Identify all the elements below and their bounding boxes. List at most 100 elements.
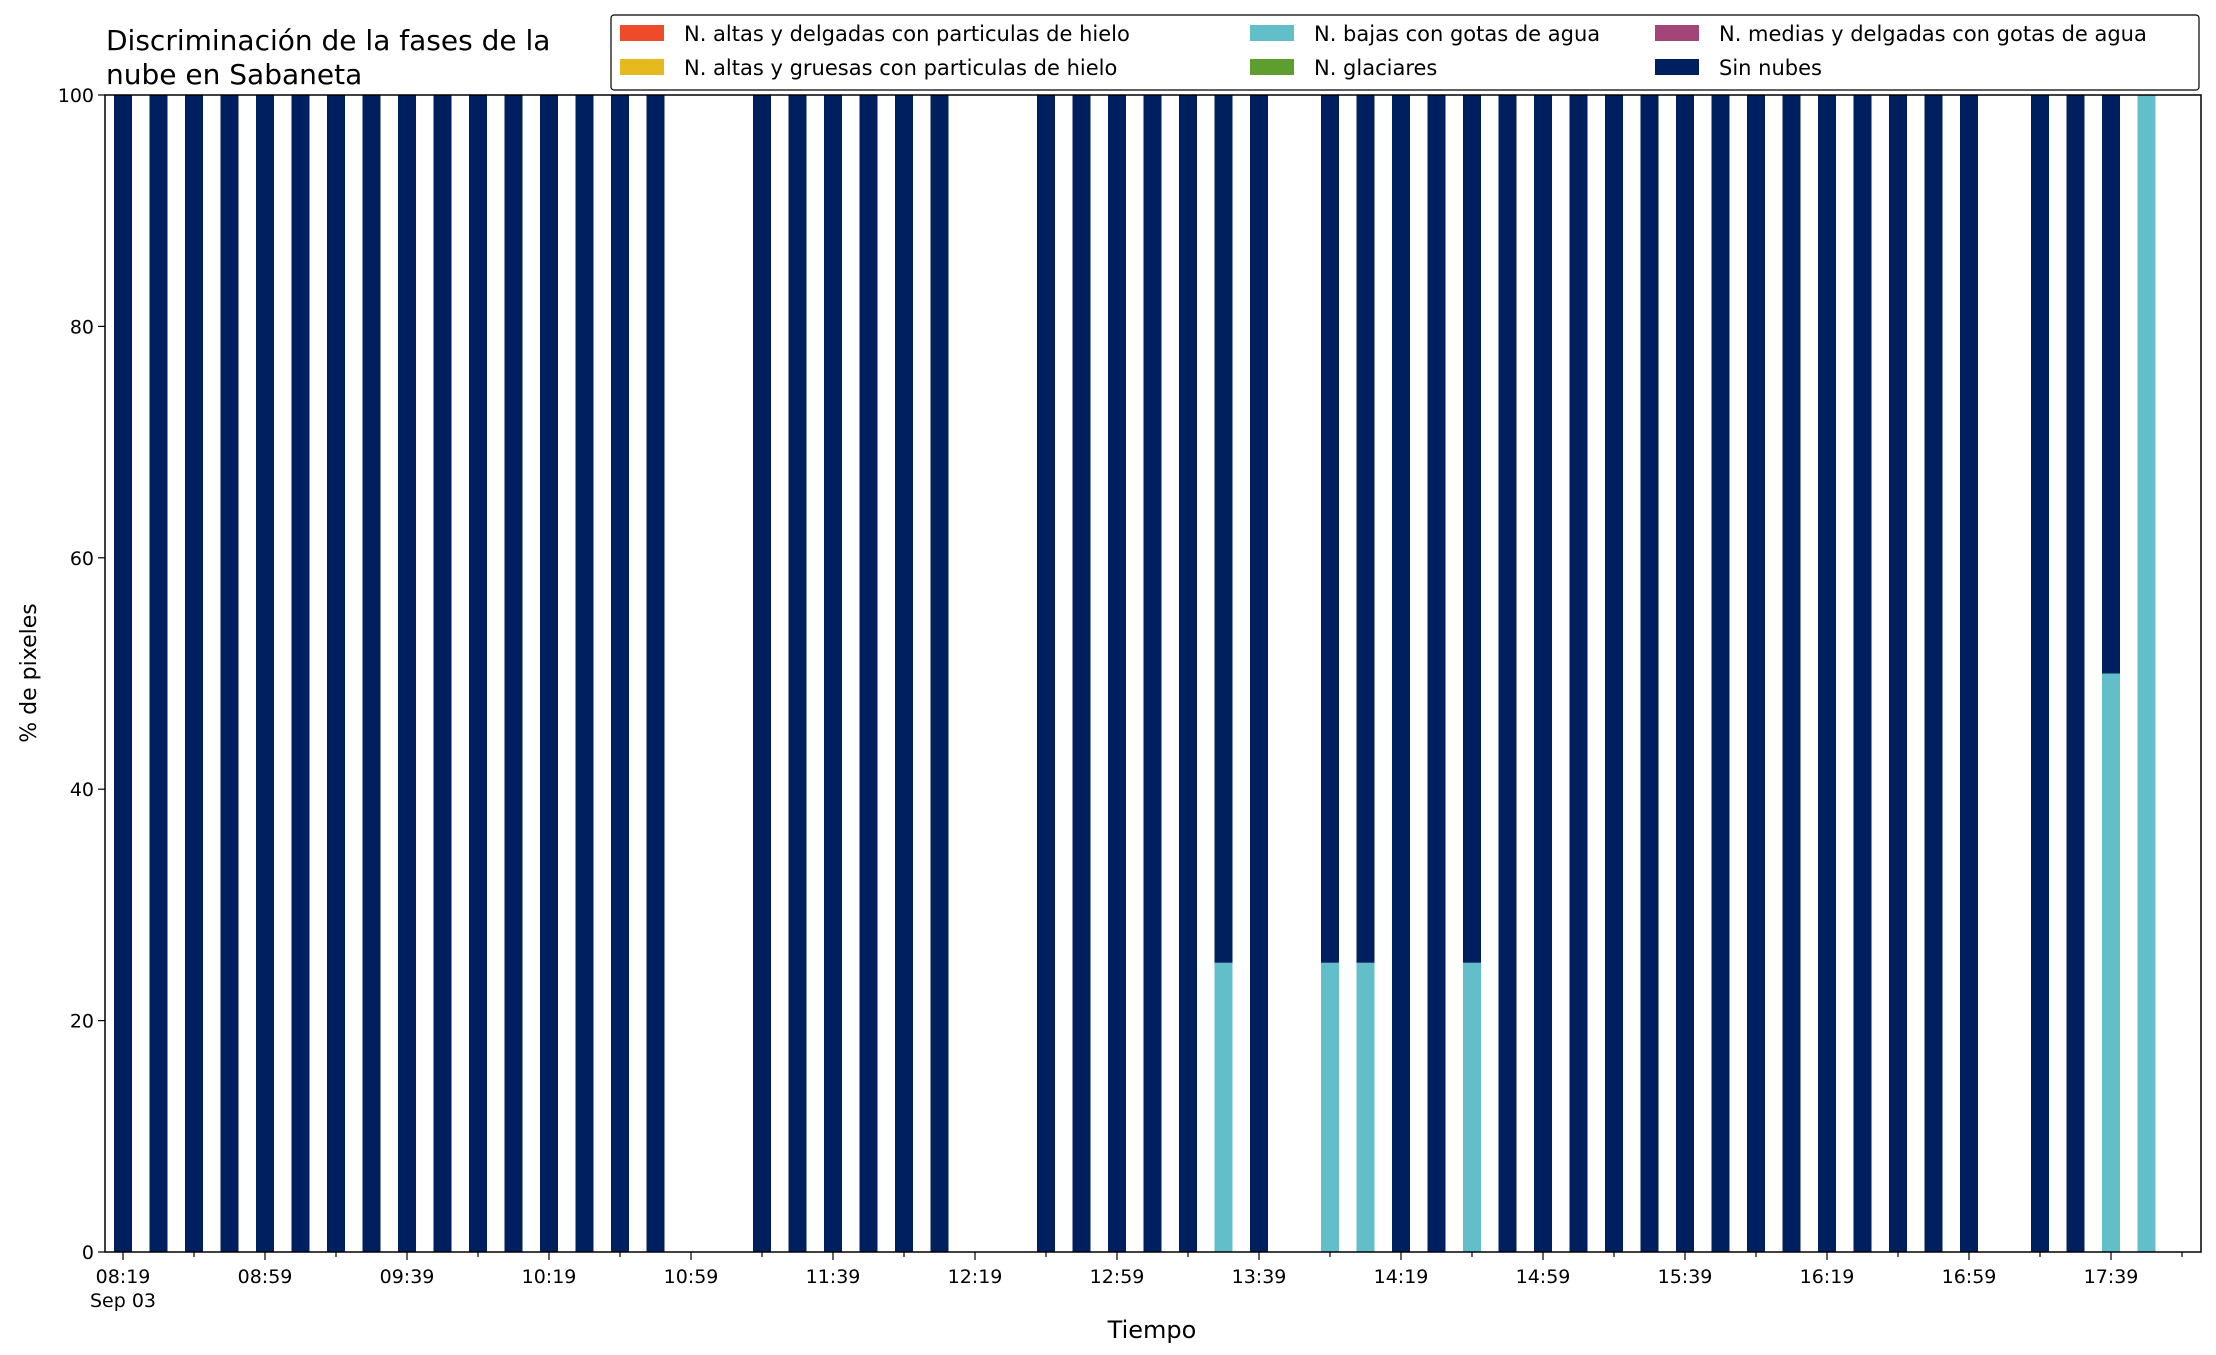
legend-label: N. medias y delgadas con gotas de agua	[1719, 22, 2147, 46]
bar-segment-series-5	[1250, 95, 1268, 1252]
x-axis-label: Tiempo	[1107, 1316, 1197, 1344]
x-tick-label: 14:59	[1516, 1266, 1571, 1288]
bar-segment-series-5	[1321, 95, 1339, 963]
x-tick-label: 15:39	[1658, 1266, 1713, 1288]
bar-segment-series-5	[1143, 95, 1162, 1252]
bar-segment-series-5	[753, 95, 771, 1252]
legend-label: N. bajas con gotas de agua	[1314, 22, 1600, 46]
bar-segment-series-5	[327, 95, 345, 1252]
bar-segment-series-5	[114, 95, 132, 1252]
bar-segment-series-2	[1356, 962, 1375, 1252]
x-tick-sublabel: Sep 03	[90, 1290, 156, 1312]
y-axis: 0 20 40 60 80 100	[58, 85, 105, 1264]
legend-label: N. altas y delgadas con particulas de hi…	[684, 22, 1130, 46]
bar-segment-series-2	[2137, 95, 2156, 1252]
legend-label: N. glaciares	[1314, 56, 1437, 80]
bar-segment-series-5	[1676, 95, 1694, 1252]
bar-segment-series-5	[398, 95, 416, 1252]
bar-segment-series-5	[1108, 95, 1126, 1252]
bar-segment-series-5	[1782, 95, 1801, 1252]
legend-swatch	[620, 59, 664, 75]
bar-segment-series-5	[185, 95, 203, 1252]
bar-segment-series-5	[433, 95, 452, 1252]
y-axis-label: % de pixeles	[17, 603, 42, 742]
x-tick-label: 09:39	[380, 1266, 435, 1288]
bar-segment-series-5	[1711, 95, 1730, 1252]
y-tick-label: 40	[70, 779, 94, 801]
legend-swatch	[1250, 25, 1294, 41]
x-tick-label: 17:39	[2084, 1266, 2139, 1288]
bar-segment-series-5	[1214, 95, 1233, 963]
x-tick-label: 14:19	[1374, 1266, 1429, 1288]
legend: N. altas y delgadas con particulas de hi…	[610, 14, 2200, 91]
bar-segment-series-5	[1924, 95, 1943, 1252]
legend-label: N. altas y gruesas con particulas de hie…	[684, 56, 1117, 80]
x-tick-label: 13:39	[1232, 1266, 1287, 1288]
y-tick-label: 100	[58, 85, 94, 107]
bar-segment-series-5	[362, 95, 381, 1252]
bar-segment-series-5	[824, 95, 842, 1252]
chart-title-line-2: nube en Sabaneta	[106, 58, 362, 91]
legend-swatch	[1655, 25, 1699, 41]
bar-segment-series-5	[1356, 95, 1375, 963]
bar-segment-series-5	[256, 95, 274, 1252]
bar-segment-series-2	[1463, 962, 1481, 1252]
bar-segment-series-5	[1498, 95, 1517, 1252]
y-tick-label: 0	[82, 1242, 94, 1264]
plot-frame	[104, 94, 2202, 1253]
bar-segment-series-5	[646, 95, 665, 1252]
bar-segment-series-5	[930, 95, 949, 1252]
bar-marks	[114, 95, 2156, 1252]
legend-swatch	[1655, 59, 1699, 75]
bar-segment-series-5	[1463, 95, 1481, 963]
bar-segment-series-5	[1960, 95, 1978, 1252]
bar-segment-series-5	[1640, 95, 1659, 1252]
bar-segment-series-5	[1605, 95, 1623, 1252]
x-tick-label: 16:59	[1942, 1266, 1997, 1288]
bar-segment-series-5	[1179, 95, 1197, 1252]
bar-segment-series-5	[1072, 95, 1091, 1252]
bar-segment-series-5	[1037, 95, 1055, 1252]
bar-segment-series-5	[2031, 95, 2049, 1252]
legend-label: Sin nubes	[1719, 56, 1822, 80]
bar-segment-series-5	[149, 95, 168, 1252]
bar-segment-series-5	[220, 95, 239, 1252]
bar-segment-series-5	[1392, 95, 1410, 1252]
legend-swatch	[1250, 59, 1294, 75]
x-tick-label: 08:19	[96, 1266, 151, 1288]
y-tick-label: 20	[70, 1011, 94, 1033]
bar-segment-series-2	[1214, 962, 1233, 1252]
x-tick-label: 08:59	[238, 1266, 293, 1288]
y-tick-label: 60	[70, 548, 94, 570]
bar-segment-series-5	[1747, 95, 1765, 1252]
bar-segment-series-5	[2102, 95, 2120, 674]
bar-segment-series-5	[1853, 95, 1872, 1252]
x-tick-label: 12:59	[1090, 1266, 1145, 1288]
bar-segment-series-5	[859, 95, 878, 1252]
bar-segment-series-5	[1889, 95, 1907, 1252]
legend-box	[610, 14, 2200, 91]
bar-segment-series-5	[1534, 95, 1552, 1252]
x-tick-label: 16:19	[1800, 1266, 1855, 1288]
bar-segment-series-5	[540, 95, 558, 1252]
bar-segment-series-5	[788, 95, 807, 1252]
x-tick-label: 11:39	[806, 1266, 861, 1288]
x-tick-label: 12:19	[948, 1266, 1003, 1288]
bar-segment-series-5	[1569, 95, 1588, 1252]
bar-segment-series-5	[2066, 95, 2085, 1252]
bar-segment-series-5	[1427, 95, 1446, 1252]
x-tick-label: 10:19	[522, 1266, 577, 1288]
chart-title-line-1: Discriminación de la fases de la	[106, 24, 550, 57]
chart-title: Discriminación de la fases de la nube en…	[106, 24, 559, 91]
x-tick-label: 10:59	[664, 1266, 719, 1288]
legend-swatch	[620, 25, 664, 41]
bar-segment-series-5	[291, 95, 310, 1252]
y-tick-label: 80	[70, 316, 94, 338]
bar-segment-series-5	[611, 95, 629, 1252]
bar-segment-series-5	[575, 95, 594, 1252]
bar-segment-series-5	[504, 95, 523, 1252]
bar-segment-series-5	[469, 95, 487, 1252]
bar-segment-series-2	[1321, 962, 1339, 1252]
